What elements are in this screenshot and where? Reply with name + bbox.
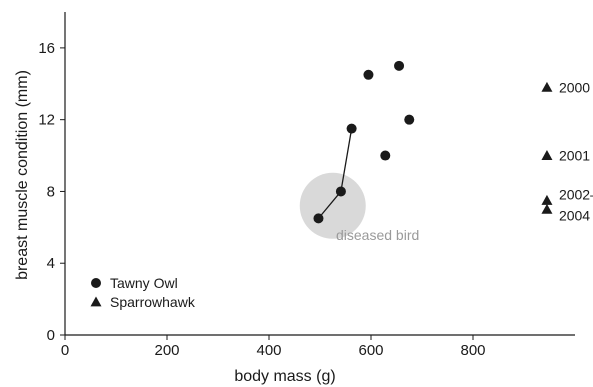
x-tick-label: 600 <box>358 342 383 359</box>
legend-circle-marker <box>91 278 101 288</box>
year-label: 2001 <box>559 148 590 164</box>
tawny-owl-point <box>380 150 391 161</box>
year-label: 2004 <box>559 207 590 223</box>
labels-layer: 2000 2001 2002–03 2004 <box>559 79 593 223</box>
legend: Tawny Owl Sparrowhawk <box>90 275 196 310</box>
tawny-owl-point <box>363 69 374 80</box>
y-tick-label: 12 <box>38 112 55 129</box>
diseased-bird-label: diseased bird <box>336 227 419 243</box>
sparrowhawk-point <box>541 194 553 205</box>
points-layer <box>313 60 553 224</box>
highlight-layer: diseased bird <box>299 172 419 243</box>
tawny-owl-point <box>313 213 324 224</box>
y-axis-title: breast muscle condition (mm) <box>14 70 31 280</box>
axes-layer: 0 200 400 600 800 0 4 8 12 16 body mass (g) breast … <box>14 12 575 385</box>
year-label: 2002–03 <box>559 186 593 202</box>
legend-label: Sparrowhawk <box>110 294 196 310</box>
legend-label: Tawny Owl <box>110 275 178 291</box>
y-tick-label: 0 <box>47 327 55 344</box>
tawny-owl-point <box>335 186 346 197</box>
x-tick-label: 400 <box>256 342 281 359</box>
x-tick-label: 200 <box>154 342 179 359</box>
sparrowhawk-point <box>541 81 553 92</box>
year-label: 2000 <box>559 79 590 95</box>
x-axis-title: body mass (g) <box>234 368 335 385</box>
x-tick-label: 800 <box>460 342 485 359</box>
legend-triangle-marker <box>90 296 102 307</box>
sparrowhawk-point <box>541 203 553 214</box>
tawny-owl-point <box>394 60 405 71</box>
sparrowhawk-point <box>541 150 553 160</box>
y-tick-label: 16 <box>38 40 55 57</box>
tawny-owl-point <box>404 114 415 125</box>
y-tick-label: 8 <box>47 183 55 200</box>
tawny-owl-point <box>346 123 357 134</box>
x-tick-label: 0 <box>61 342 69 359</box>
y-tick-label: 4 <box>47 255 55 272</box>
